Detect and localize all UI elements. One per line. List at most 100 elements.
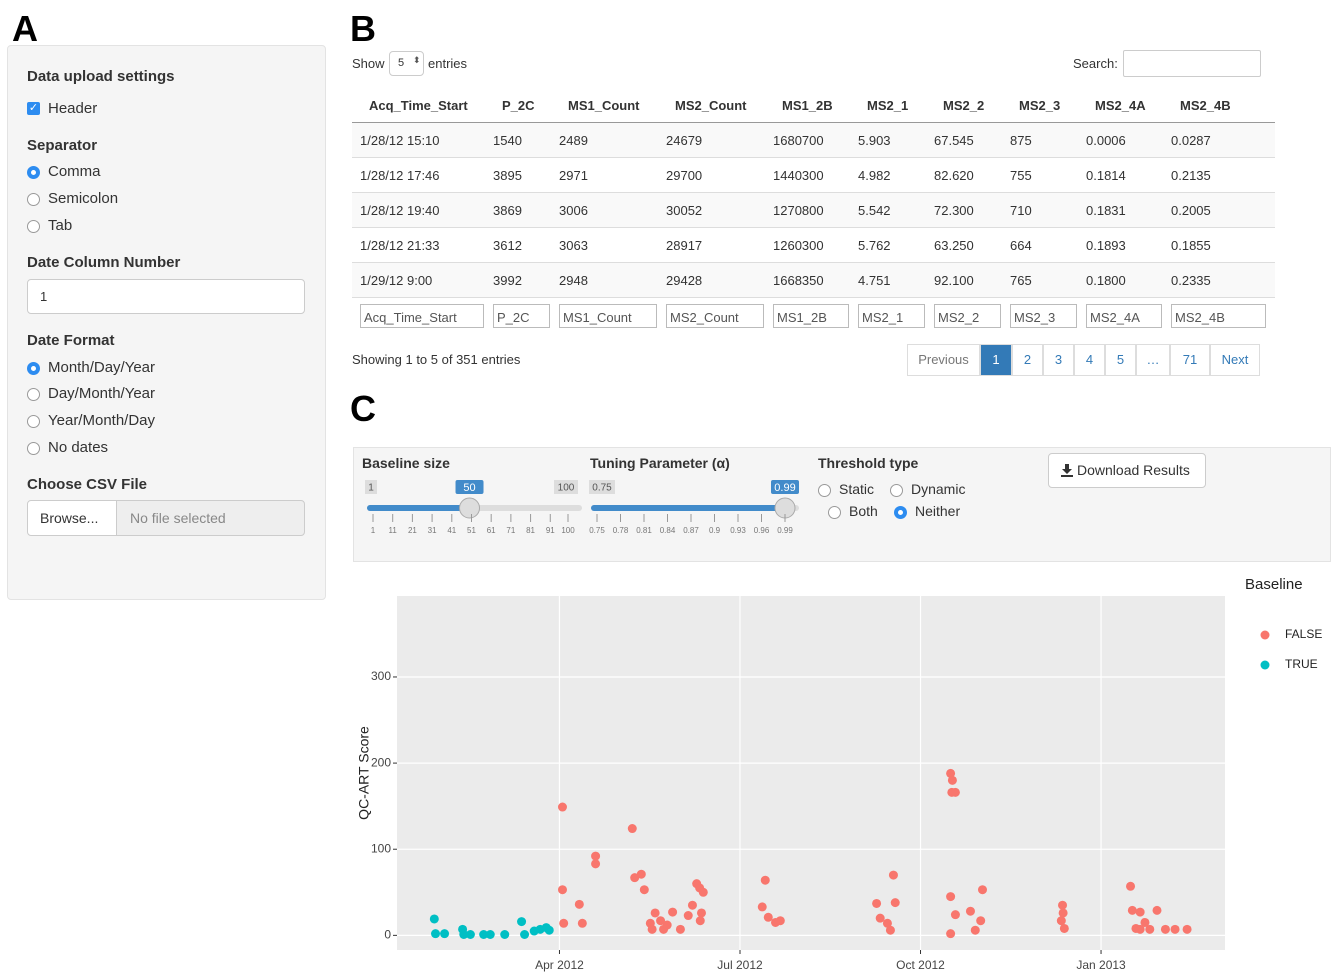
- radio-label[interactable]: Month/Day/Year: [48, 359, 156, 376]
- point: [888, 870, 898, 880]
- table-cell: 3612: [493, 238, 522, 253]
- field-label: Separator: [27, 137, 98, 154]
- download-button[interactable]: [1048, 453, 1206, 488]
- column-header: Acq_Time_Start: [369, 98, 468, 113]
- point: [976, 916, 986, 926]
- plot-background: [397, 596, 1225, 950]
- radio[interactable]: [27, 442, 40, 455]
- table-cell: 755: [1010, 168, 1032, 183]
- radio-label[interactable]: Neither: [915, 503, 961, 519]
- field-label: Choose CSV File: [27, 476, 148, 493]
- table-cell: 1/28/12 19:40: [360, 203, 440, 218]
- page-button[interactable]: 1: [980, 344, 1012, 376]
- page-button[interactable]: …: [1136, 344, 1170, 376]
- radio[interactable]: [27, 220, 40, 233]
- table-cell: 0.0006: [1086, 133, 1126, 148]
- column-filter[interactable]: P_2C: [493, 304, 550, 328]
- x-tick-label: Oct 2012: [896, 958, 945, 972]
- panel-label: C: [350, 388, 376, 429]
- point: [574, 899, 584, 909]
- table-cell: 1/29/12 9:00: [360, 273, 433, 288]
- column-filter[interactable]: MS1_Count: [559, 304, 657, 328]
- legend-label: FALSE: [1285, 627, 1322, 641]
- page-button[interactable]: 5: [1105, 344, 1136, 376]
- point: [645, 918, 655, 928]
- checkbox-label[interactable]: Header: [48, 100, 98, 117]
- panel-label: A: [12, 8, 38, 49]
- page-button[interactable]: 3: [1043, 344, 1074, 376]
- column-header: MS2_Count: [675, 98, 747, 113]
- column-filter[interactable]: MS2_4B: [1171, 304, 1266, 328]
- column-filter[interactable]: Acq_Time_Start: [360, 304, 484, 328]
- file-status: No file selected: [130, 510, 226, 526]
- point: [485, 929, 495, 939]
- column-filter[interactable]: MS2_3: [1010, 304, 1077, 328]
- radio[interactable]: [828, 506, 841, 519]
- button-label[interactable]: Download Results: [1077, 462, 1190, 478]
- page-button[interactable]: 2: [1012, 344, 1043, 376]
- point: [1160, 924, 1170, 934]
- column-header: MS2_4A: [1095, 98, 1146, 113]
- point: [668, 907, 678, 917]
- x-tick-label: Apr 2012: [535, 958, 584, 972]
- checkbox[interactable]: ✓: [27, 102, 40, 115]
- table-cell: 1540: [493, 133, 522, 148]
- radio-label[interactable]: Tab: [48, 217, 73, 234]
- point: [763, 912, 773, 922]
- point: [775, 916, 785, 926]
- point: [757, 902, 767, 912]
- table-cell: 5.542: [858, 203, 891, 218]
- radio-label[interactable]: No dates: [48, 439, 109, 456]
- table-cell: 0.1800: [1086, 273, 1126, 288]
- table-cell: 5.762: [858, 238, 891, 253]
- search-input[interactable]: [1123, 50, 1261, 77]
- radio[interactable]: [890, 484, 903, 497]
- radio-group-label: Threshold type: [818, 455, 919, 471]
- number-input[interactable]: [27, 279, 305, 314]
- radio[interactable]: [27, 166, 40, 179]
- point: [627, 824, 637, 834]
- radio[interactable]: [818, 484, 831, 497]
- legend-swatch: [1260, 630, 1270, 640]
- radio[interactable]: [27, 193, 40, 206]
- point: [577, 918, 587, 928]
- radio[interactable]: [27, 415, 40, 428]
- table-cell: 1/28/12 21:33: [360, 238, 440, 253]
- button-label[interactable]: Browse...: [40, 510, 99, 526]
- radio-label[interactable]: Day/Month/Year: [48, 385, 156, 402]
- radio-label[interactable]: Semicolon: [48, 190, 119, 207]
- table-cell: 30052: [666, 203, 703, 218]
- table-cell: 0.1855: [1171, 238, 1211, 253]
- table-cell: 4.982: [858, 168, 891, 183]
- point: [662, 920, 672, 930]
- page-button[interactable]: 71: [1170, 344, 1210, 376]
- point: [1058, 900, 1068, 910]
- point: [885, 925, 895, 935]
- radio[interactable]: [27, 362, 40, 375]
- point: [695, 916, 705, 926]
- page-button[interactable]: 4: [1074, 344, 1105, 376]
- y-tick-label: 200: [371, 755, 391, 769]
- radio[interactable]: [894, 506, 907, 519]
- length-select[interactable]: [389, 51, 424, 76]
- point: [950, 787, 960, 797]
- page-button[interactable]: Next: [1210, 344, 1260, 376]
- radio-label[interactable]: Year/Month/Day: [48, 412, 156, 429]
- radio-label[interactable]: Dynamic: [911, 481, 966, 497]
- table-info: Showing 1 to 5 of 351 entries: [352, 352, 521, 367]
- table-cell: 24679: [666, 133, 703, 148]
- page-button[interactable]: Previous: [907, 344, 980, 376]
- y-tick-label: 300: [371, 669, 391, 683]
- radio-label[interactable]: Static: [839, 481, 875, 497]
- radio-label[interactable]: Both: [849, 503, 878, 519]
- radio[interactable]: [27, 388, 40, 401]
- browse-button[interactable]: [27, 500, 117, 536]
- radio-label[interactable]: Comma: [48, 163, 101, 180]
- column-filter[interactable]: MS2_1: [858, 304, 925, 328]
- column-filter[interactable]: MS2_2: [934, 304, 1001, 328]
- column-header: MS2_4B: [1180, 98, 1231, 113]
- column-filter[interactable]: MS2_4A: [1086, 304, 1162, 328]
- download-icon: [1061, 464, 1073, 477]
- column-filter[interactable]: MS1_2B: [773, 304, 849, 328]
- column-filter[interactable]: MS2_Count: [666, 304, 764, 328]
